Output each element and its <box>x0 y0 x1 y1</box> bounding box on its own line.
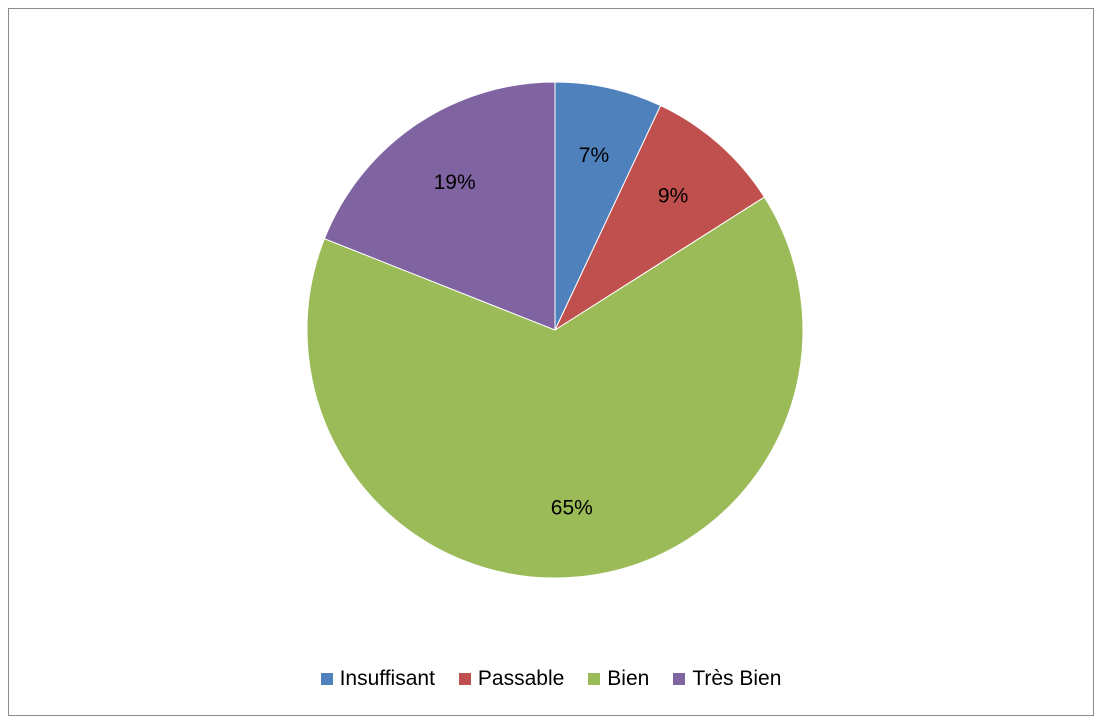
pie-slice-tres-bien <box>323 81 556 331</box>
legend-item-bien: Bien <box>588 667 649 691</box>
chart-area: 7% 9% 65% 19% Insuffisant Passable Bien Trè… <box>8 8 1094 716</box>
legend-swatch-bien <box>588 673 601 685</box>
legend-item-passable: Passable <box>458 667 565 691</box>
legend-label-bien: Bien <box>607 667 650 690</box>
pie-slice-insuffisant <box>554 81 662 331</box>
legend-swatch-passable <box>458 673 471 685</box>
legend: Insuffisant Passable Bien Très Bien <box>9 667 1093 691</box>
legend-swatch-tres-bien <box>673 673 686 685</box>
legend-item-insuffisant: Insuffisant <box>320 667 435 691</box>
data-label-passable: 9% <box>658 185 688 208</box>
data-label-insuffisant: 7% <box>579 144 609 167</box>
data-label-tres-bien: 19% <box>434 171 476 194</box>
legend-label-insuffisant: Insuffisant <box>339 667 435 690</box>
data-label-bien: 65% <box>551 496 593 519</box>
pie-chart: 7% 9% 65% 19% <box>306 81 804 579</box>
legend-label-tres-bien: Très Bien <box>692 667 782 690</box>
legend-item-tres-bien: Très Bien <box>673 667 781 691</box>
legend-label-passable: Passable <box>477 667 565 690</box>
pie-slice-passable <box>553 104 766 332</box>
legend-swatch-insuffisant <box>320 673 333 685</box>
pie-slice-bien <box>306 196 804 579</box>
